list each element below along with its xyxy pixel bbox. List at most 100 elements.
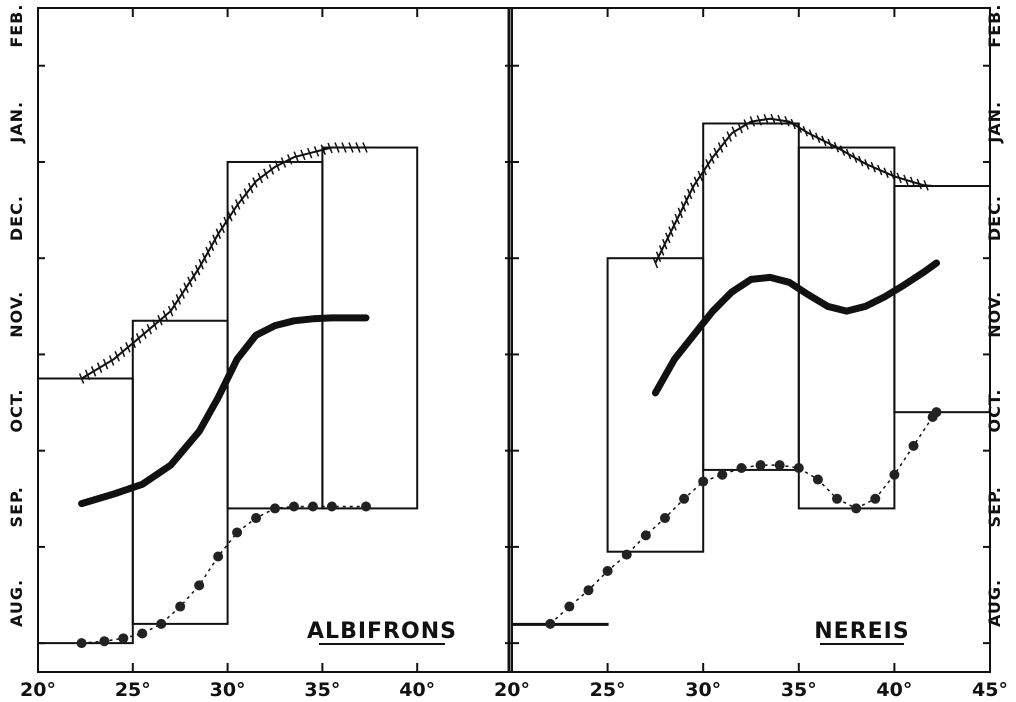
panel-1-hatch-mark bbox=[845, 148, 852, 160]
panel-1-hatch-mark bbox=[903, 174, 909, 186]
panel-0-y-label-dec: DEC. bbox=[7, 195, 26, 241]
panel-0-title: ALBIFRONS bbox=[307, 619, 457, 644]
panel-0-hatch-mark bbox=[327, 142, 333, 154]
panel-0-y-label-jan: JAN. bbox=[7, 101, 26, 144]
panel-1-hatch-mark bbox=[686, 188, 693, 200]
panel-0-x-tick-label: 20° bbox=[20, 679, 56, 701]
panel-1-y-label-feb: FEB. bbox=[985, 4, 1004, 48]
panel-1-hatch-mark bbox=[923, 180, 929, 191]
panel-1-data-point bbox=[755, 460, 766, 471]
panel-1-hatch-mark bbox=[722, 136, 728, 148]
panel-0-hatch-mark bbox=[119, 346, 126, 358]
panel-0-hatch-mark bbox=[78, 373, 85, 384]
panel-0-hatch-mark bbox=[179, 288, 185, 299]
panel-1-range-box bbox=[606, 257, 705, 553]
panel-0-data-point bbox=[118, 633, 129, 644]
panel-1-series-solid bbox=[651, 259, 940, 397]
panel-1-data-point bbox=[564, 601, 575, 612]
panel-1-hatch-mark bbox=[737, 122, 743, 134]
panel-0-hatch-mark bbox=[313, 146, 320, 157]
panel-1-hatch-mark bbox=[665, 232, 671, 244]
panel-1-x-tick-label: 40° bbox=[876, 679, 912, 701]
panel-0-hatch-mark bbox=[90, 366, 97, 377]
panel-0-hatch-mark bbox=[171, 300, 178, 311]
panel-0-x-tick-label: 25° bbox=[115, 679, 151, 701]
panel-0-hatch-mark bbox=[227, 210, 233, 222]
panel-0-hatch-mark bbox=[183, 282, 189, 294]
panel-1-hatch-mark bbox=[790, 118, 796, 130]
panel-0-range-box bbox=[37, 377, 134, 645]
panel-0-y-label-sep: SEP. bbox=[7, 486, 26, 527]
panel-0-hatch-mark bbox=[151, 319, 158, 330]
panel-1-data-point bbox=[908, 440, 919, 451]
panel-1-range-box bbox=[702, 122, 800, 471]
panel-1-range-box bbox=[893, 185, 992, 414]
panel-0-hatch-mark bbox=[307, 147, 313, 159]
panel-1-hatch-mark bbox=[731, 126, 737, 137]
panel-1-range-box bbox=[511, 622, 609, 626]
panel-0-hatch-mark bbox=[215, 228, 222, 239]
panel-0-hatch-mark bbox=[280, 157, 287, 168]
panel-1-hatch-mark bbox=[701, 164, 707, 176]
panel-1-hatch-mark bbox=[671, 220, 677, 231]
panel-1-hatch-mark bbox=[870, 161, 876, 173]
panel-1-hatch-mark bbox=[726, 131, 732, 142]
panel-1-x-tick-label: 45° bbox=[972, 679, 1008, 701]
panel-1-hatch-mark bbox=[770, 113, 776, 125]
panel-1-hatch-mark bbox=[808, 129, 815, 140]
panel-1-hatch-mark bbox=[883, 167, 889, 179]
panel-1-x-tick-label: 35° bbox=[781, 679, 817, 701]
panel-1-hatch-mark bbox=[814, 132, 821, 144]
panel-1-data-point bbox=[812, 474, 823, 485]
panel-1-data-point bbox=[659, 513, 670, 524]
panel-0-hatch-mark bbox=[84, 369, 91, 381]
panel-1-data-point bbox=[621, 549, 632, 560]
panel-0-data-point bbox=[194, 580, 205, 591]
panel-1-hatch-mark bbox=[802, 125, 808, 137]
panel-0-data-point bbox=[270, 503, 280, 514]
panel-1-hatch-mark bbox=[693, 176, 700, 188]
panel-0-data-point bbox=[288, 501, 299, 512]
panel-0-hatch-mark bbox=[191, 270, 197, 282]
panel-1-data-point bbox=[640, 530, 651, 541]
panel-0-data-point bbox=[213, 551, 224, 562]
panel-0-data-point bbox=[76, 638, 87, 649]
panel-1-hatch-mark bbox=[690, 182, 696, 194]
panel-1-x-tick-label: 30° bbox=[685, 679, 721, 701]
panel-0-hatch-mark bbox=[194, 264, 201, 276]
panel-0-hatch-mark bbox=[198, 258, 204, 270]
panel-0-hatch-mark bbox=[235, 199, 241, 210]
panel-1-data-point bbox=[851, 503, 862, 514]
panel-1-data-point bbox=[793, 462, 804, 473]
panel-0-hatch-mark bbox=[205, 246, 211, 258]
panel-1-data-point bbox=[889, 469, 900, 480]
panel-0-y-label-nov: NOV. bbox=[7, 291, 26, 338]
panel-1-hatch-mark bbox=[763, 114, 769, 125]
panel-1-y-label-aug: AUG. bbox=[985, 579, 1004, 627]
panel-0-hatch-mark bbox=[96, 362, 103, 373]
panel-1-hatch-mark bbox=[655, 251, 662, 263]
panel-1-hatch-mark bbox=[717, 142, 724, 153]
panel-0-hatch-mark bbox=[231, 205, 237, 216]
panel-1-y-label-oct: OCT. bbox=[985, 389, 1004, 433]
panel-0-series-hatched bbox=[81, 146, 370, 380]
panel-0-data-point bbox=[156, 618, 167, 629]
panel-0-range-box bbox=[131, 319, 229, 625]
panel-1-hatch-mark bbox=[864, 159, 870, 170]
panel-1-hatch-mark bbox=[652, 257, 659, 269]
panel-0-hatch-mark bbox=[300, 149, 306, 161]
panel-0-data-point bbox=[307, 501, 318, 512]
panel-1-y-label-nov: NOV. bbox=[985, 291, 1004, 338]
panel-0-hatch-mark bbox=[187, 276, 193, 288]
panel-1-hatch-mark bbox=[709, 153, 715, 164]
panel-0-data-point bbox=[175, 601, 186, 612]
panel-0-hatch-mark bbox=[130, 337, 136, 349]
panel-0-hatch-mark bbox=[212, 234, 218, 246]
panel-1-data-point bbox=[931, 407, 942, 418]
panel-1-data-point bbox=[602, 565, 613, 576]
panel-0-hatch-mark bbox=[157, 314, 163, 326]
panel-0-hatch-mark bbox=[146, 323, 153, 335]
panel-1-hatch-mark bbox=[877, 164, 883, 176]
panel-1-y-label-sep: SEP. bbox=[985, 486, 1004, 527]
panel-1-y-label-dec: DEC. bbox=[985, 195, 1004, 241]
